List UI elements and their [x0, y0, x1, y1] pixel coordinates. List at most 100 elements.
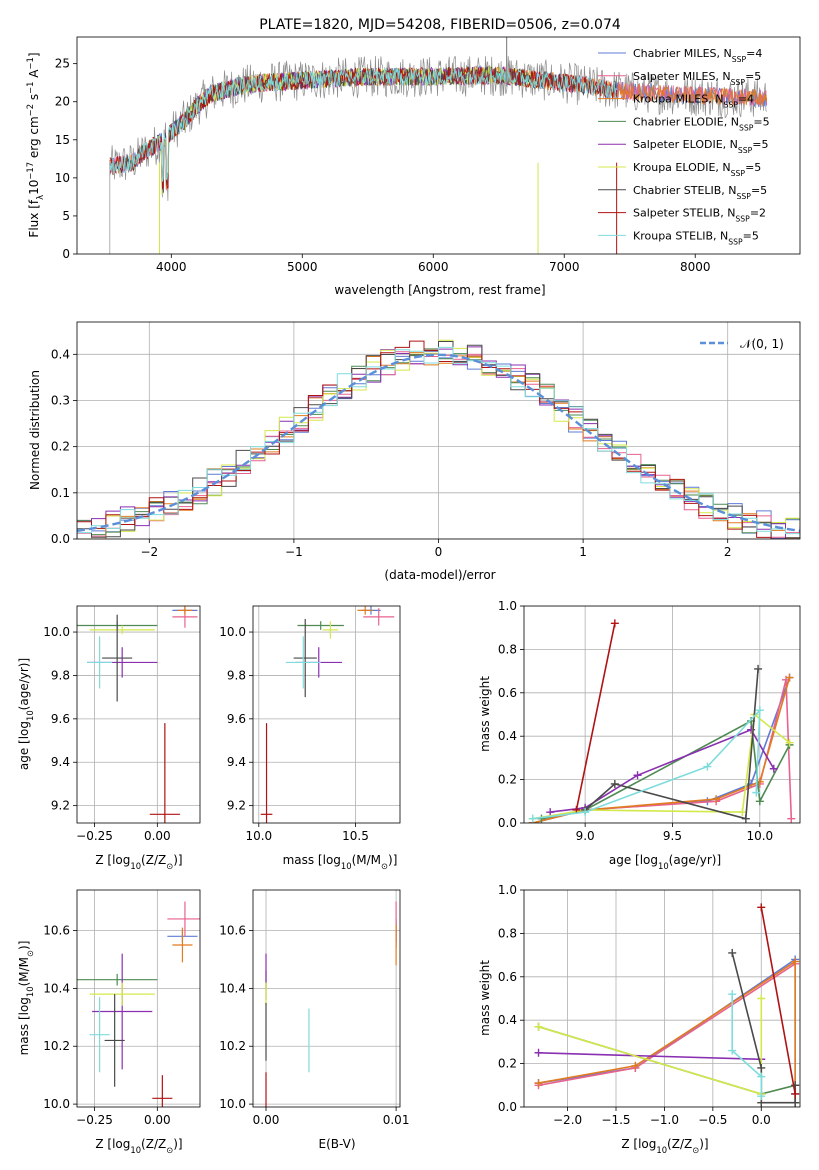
y-axis-label: mass [log10(M/M⊙)] [17, 941, 35, 1056]
axes-residuals: −2 −1 0 1 2 0.0 0.1 0.2 0.3 0.4 [51, 321, 801, 559]
y-axis-label: age [log10(age/yr)] [17, 658, 35, 770]
y-tick-label: 10.0 [219, 1097, 246, 1111]
y-tick-label: 10.4 [43, 981, 70, 995]
y-tick-label: 0.2 [498, 773, 517, 787]
y-axis-label: mass weight [478, 960, 492, 1036]
series-line [538, 963, 796, 1087]
y-tick-label: 25 [55, 57, 70, 71]
y-axis-label: Normed distribution [28, 370, 42, 490]
y-axis-label: mass weight [478, 676, 492, 752]
point-kroupa-elodie [322, 621, 339, 639]
legend-entry: Chabrier STELIB, NSSP=5 [633, 184, 767, 201]
y-tick-label: 0.0 [498, 816, 517, 830]
x-tick-label: 10.0 [746, 829, 773, 843]
y-tick-label: 0.2 [51, 440, 70, 454]
y-tick-label: 9.4 [227, 755, 246, 769]
marker [791, 1081, 800, 1090]
x-tick-label: 8000 [680, 260, 711, 274]
y-tick-label: 9.8 [51, 668, 70, 682]
plot-area-age_vs_Z [77, 606, 200, 823]
x-tick-label: −1.0 [650, 1113, 679, 1127]
legend-entry: Kroupa ELODIE, NSSP=5 [633, 161, 761, 178]
point-chabrier-elodie [297, 621, 344, 630]
x-tick-label: −0.25 [76, 829, 113, 843]
axes-frame [252, 889, 401, 1108]
y-tick-label: 10.6 [43, 924, 70, 938]
series-line [760, 907, 796, 1095]
x-axis-label: (data-model)/error [384, 568, 495, 582]
legend-entry: Chabrier ELODIE, NSSP=5 [633, 115, 770, 131]
plot-area-residuals [77, 322, 800, 539]
marker [528, 814, 537, 823]
axes-massweight_vs_Z: −2.0 −1.5 −1.0 −0.5 0.0 0.0 0.2 0.4 0.6 0.8 1.0 [498, 883, 801, 1127]
marker [769, 764, 778, 773]
y-tick-label: 10.0 [43, 1097, 70, 1111]
y-tick-label: 0.0 [51, 532, 70, 546]
series-chabrier-stelib [581, 664, 763, 823]
x-tick-label: 0.00 [144, 829, 171, 843]
marker [610, 619, 619, 628]
y-tick-label: 0.4 [51, 347, 70, 361]
y-tick-label: 9.6 [51, 712, 70, 726]
axes-frame [252, 605, 401, 824]
marker [785, 738, 794, 747]
marker [785, 673, 794, 682]
y-tick-label: 0.3 [51, 393, 70, 407]
legend-entry: Salpeter MILES, NSSP=5 [633, 70, 761, 87]
y-tick-label: 0.6 [498, 970, 517, 984]
y-tick-label: 10.2 [219, 1039, 246, 1053]
marker [534, 1048, 543, 1057]
axes-frame [76, 321, 801, 540]
x-tick-label: −1 [285, 545, 303, 559]
y-tick-label: 9.8 [227, 668, 246, 682]
point-salpeter-elodie [92, 953, 153, 1070]
x-axis-label: Z [log10(Z/Z⊙)] [95, 853, 182, 871]
marker [610, 779, 619, 788]
y-tick-label: 10.6 [219, 924, 246, 938]
y-tick-label: 0.8 [498, 642, 517, 656]
x-tick-label: −2 [140, 545, 158, 559]
marker [755, 706, 764, 715]
axes-massweight_vs_age: 9.0 9.5 10.0 0.0 0.2 0.4 0.6 0.8 1.0 [498, 599, 801, 843]
y-tick-label: 0 [62, 247, 70, 261]
x-tick-label: 1 [579, 545, 587, 559]
y-tick-label: 9.6 [227, 712, 246, 726]
y-tick-label: 10.2 [43, 1039, 70, 1053]
series-line [538, 957, 797, 1094]
marker [631, 1061, 640, 1070]
plot-area-spectrum [109, 37, 768, 254]
axes-frame [76, 36, 801, 255]
figure-title: PLATE=1820, MJD=54208, FIBERID=0506, z=0… [259, 17, 621, 33]
x-tick-label: 0 [435, 545, 443, 559]
y-tick-label: 0.8 [498, 926, 517, 940]
legend-entry: Salpeter ELODIE, NSSP=5 [633, 138, 769, 155]
point-chabrier-stelib [102, 614, 133, 702]
series-line [731, 994, 763, 1097]
series-salpeter-stelib [757, 903, 800, 1098]
plot-area-age_vs_mass [253, 606, 400, 823]
marker [738, 808, 747, 817]
y-tick-label: 10.4 [219, 981, 246, 995]
y-tick-label: 0.2 [498, 1057, 517, 1071]
y-axis-label: Flux [fλ10−17 erg cm−2 s−1 A−1] [25, 52, 45, 237]
axes-frame [523, 605, 801, 824]
marker [633, 771, 642, 780]
series-line [584, 668, 759, 820]
point-chabrier-stelib [293, 619, 317, 698]
marker [741, 814, 750, 823]
marker [757, 994, 766, 1003]
x-tick-label: 4000 [156, 260, 187, 274]
y-tick-label: 9.4 [51, 755, 70, 769]
x-tick-label: 10.0 [245, 829, 272, 843]
y-tick-label: 9.2 [51, 799, 70, 813]
series-salpeter-stelib [572, 619, 619, 814]
series-kroupa-stelib [528, 706, 764, 823]
marker [791, 957, 800, 966]
series-kroupa-stelib [728, 990, 766, 1101]
point-kroupa-miles [177, 606, 193, 615]
axes-frame [523, 889, 801, 1108]
normal-curve [77, 353, 800, 533]
y-tick-label: 0.6 [498, 686, 517, 700]
model-spectrum-kroupa-stelib [109, 67, 617, 182]
